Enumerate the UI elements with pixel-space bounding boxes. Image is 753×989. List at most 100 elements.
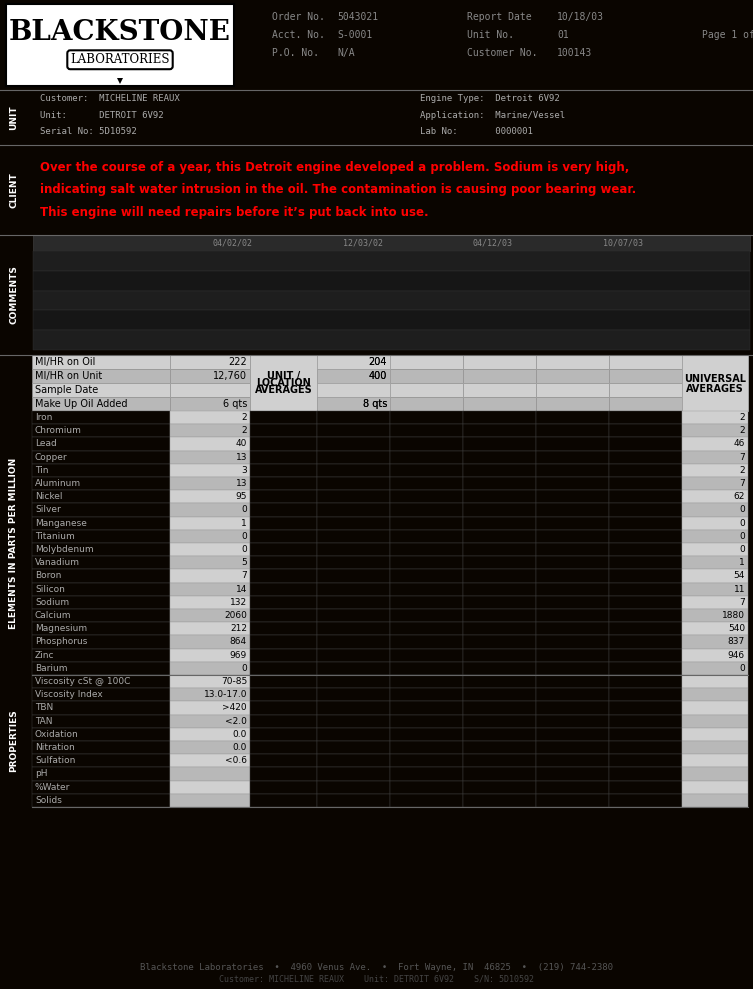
Bar — [536, 477, 609, 491]
Text: Page 1 of 1: Page 1 of 1 — [702, 30, 753, 40]
Text: Aluminum: Aluminum — [35, 479, 81, 489]
Text: 2: 2 — [739, 426, 745, 435]
Text: 7: 7 — [739, 598, 745, 607]
Bar — [32, 556, 170, 570]
Bar — [536, 715, 609, 728]
Bar — [32, 780, 170, 794]
Bar — [32, 688, 170, 701]
Text: UNIT: UNIT — [10, 105, 19, 130]
Bar — [250, 688, 317, 701]
Bar — [609, 622, 682, 635]
Bar — [317, 794, 390, 807]
Bar — [536, 780, 609, 794]
Bar — [682, 780, 748, 794]
Bar — [170, 424, 250, 437]
Bar — [317, 570, 390, 583]
Bar — [463, 780, 536, 794]
Bar — [536, 662, 609, 675]
Bar — [536, 516, 609, 530]
Text: Solids: Solids — [35, 796, 62, 805]
Bar — [390, 543, 463, 556]
Bar — [32, 424, 170, 437]
Text: UNIVERSAL: UNIVERSAL — [684, 374, 746, 384]
Bar — [0, 90, 753, 145]
Bar — [32, 397, 170, 411]
Bar — [682, 570, 748, 583]
Text: CLIENT: CLIENT — [10, 172, 19, 208]
Text: Chromium: Chromium — [35, 426, 82, 435]
Text: 7: 7 — [739, 453, 745, 462]
Bar — [250, 715, 317, 728]
Bar — [390, 464, 463, 477]
Bar — [317, 701, 390, 715]
Bar — [682, 701, 748, 715]
Text: 10/07/03: 10/07/03 — [603, 238, 643, 247]
Bar — [33, 311, 750, 330]
Bar — [317, 383, 390, 397]
Text: 100143: 100143 — [557, 48, 593, 58]
Text: 864: 864 — [230, 638, 247, 647]
Bar — [170, 741, 250, 755]
Bar — [682, 369, 748, 383]
Text: P.O. No.: P.O. No. — [272, 48, 319, 58]
Bar — [250, 780, 317, 794]
Bar — [32, 530, 170, 543]
Text: 837: 837 — [727, 638, 745, 647]
Bar — [682, 755, 748, 767]
Bar — [170, 503, 250, 516]
Bar — [463, 383, 536, 397]
Text: %Water: %Water — [35, 782, 70, 792]
Text: 11: 11 — [733, 584, 745, 593]
Bar — [536, 609, 609, 622]
Text: 04/02/02: 04/02/02 — [213, 238, 253, 247]
Bar — [609, 411, 682, 424]
Bar — [682, 595, 748, 609]
Bar — [536, 355, 609, 369]
Bar — [32, 635, 170, 649]
Bar — [170, 649, 250, 662]
Bar — [170, 477, 250, 491]
Text: 0.0: 0.0 — [233, 743, 247, 752]
Bar — [536, 649, 609, 662]
Bar — [390, 570, 463, 583]
Bar — [609, 424, 682, 437]
Bar — [170, 715, 250, 728]
Bar — [317, 355, 390, 369]
Bar — [0, 959, 753, 989]
Bar — [33, 291, 750, 311]
Bar — [250, 437, 317, 451]
Text: 2: 2 — [739, 413, 745, 422]
Text: Copper: Copper — [35, 453, 68, 462]
Text: 62: 62 — [733, 493, 745, 501]
Bar — [32, 503, 170, 516]
Bar — [463, 662, 536, 675]
Bar — [536, 503, 609, 516]
Bar — [390, 583, 463, 595]
Bar — [170, 622, 250, 635]
Bar — [170, 767, 250, 780]
Bar — [170, 755, 250, 767]
Bar — [536, 755, 609, 767]
Text: Magnesium: Magnesium — [35, 624, 87, 633]
Text: 13: 13 — [236, 479, 247, 489]
Bar — [170, 688, 250, 701]
Text: Calcium: Calcium — [35, 611, 72, 620]
Bar — [609, 530, 682, 543]
Bar — [682, 383, 748, 397]
Bar — [250, 355, 317, 411]
Bar — [536, 688, 609, 701]
Text: 5043021: 5043021 — [337, 12, 378, 22]
Bar — [250, 755, 317, 767]
Bar — [317, 491, 390, 503]
Text: 54: 54 — [733, 572, 745, 581]
Text: 946: 946 — [728, 651, 745, 660]
Bar — [609, 464, 682, 477]
Text: MI/HR on Unit: MI/HR on Unit — [35, 371, 102, 381]
Text: Vanadium: Vanadium — [35, 559, 80, 568]
Text: 969: 969 — [230, 651, 247, 660]
Text: 0: 0 — [739, 532, 745, 541]
Bar — [390, 675, 463, 688]
Bar — [682, 355, 748, 411]
Bar — [250, 570, 317, 583]
Text: AVERAGES: AVERAGES — [255, 385, 312, 395]
